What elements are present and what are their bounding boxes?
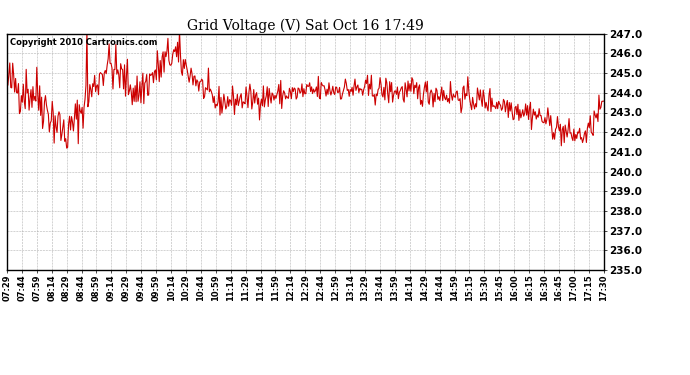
Title: Grid Voltage (V) Sat Oct 16 17:49: Grid Voltage (V) Sat Oct 16 17:49 [187,18,424,33]
Text: Copyright 2010 Cartronics.com: Copyright 2010 Cartronics.com [10,39,157,48]
